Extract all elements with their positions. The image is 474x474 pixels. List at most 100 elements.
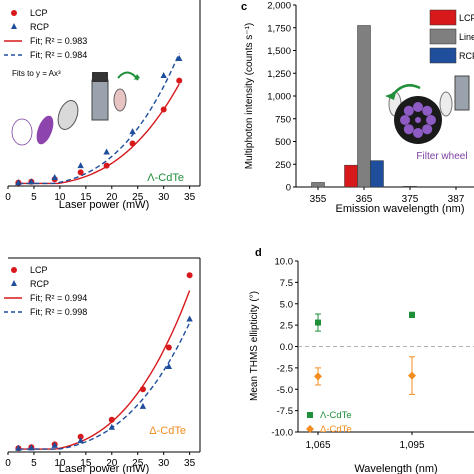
a-rcp-point: [15, 179, 22, 186]
filter-hole-icon: [403, 124, 414, 135]
panel-c-y-tick-label: 750: [275, 114, 291, 125]
panel-d-letter: d: [255, 247, 262, 259]
filter-hole-icon: [400, 115, 410, 125]
panel-c-legend: LCP Linear RCP: [429, 9, 474, 64]
panel-d-y-ticks: 10.0 7.5 5.0 2.5 0.0 -2.5 -5.0 -7.5 -10.0: [271, 257, 298, 439]
panel-b-annotation: Δ-CdTe: [149, 425, 186, 437]
panel-a-fit-curves: [18, 53, 180, 185]
panel-c-legend-label: RCP: [459, 51, 474, 61]
filter-hole-icon: [413, 102, 423, 112]
b-x-tick-label: 35: [184, 458, 196, 469]
b-rcp-point: [51, 441, 58, 448]
panel-c-x-label: Emission wavelength (nm): [336, 203, 465, 215]
panel-c-y-tick-label: 250: [275, 160, 291, 171]
panel-d-legend: Λ-CdTe Δ-CdTe: [306, 410, 352, 435]
panel-d-y-tick-label: 10.0: [275, 257, 294, 268]
panel-d-delta-point: [314, 372, 322, 381]
cuvette-icon: [91, 79, 109, 121]
b-lcp-point: [77, 433, 84, 440]
b-legend-label: Fit; R² = 0.994: [30, 293, 87, 303]
a-x-tick-label: 5: [31, 192, 37, 203]
panel-c-x-tick-label: 387: [448, 194, 465, 205]
panel-c-y-tick-label: 1,750: [267, 23, 291, 34]
filter-hole-icon: [422, 124, 433, 135]
filter-hole-icon: [422, 105, 433, 116]
a-rcp-point: [77, 162, 84, 169]
a-x-tick-label: 25: [132, 192, 144, 203]
panel-c-bar-linear: [311, 182, 325, 188]
filter-hole-icon: [426, 115, 436, 125]
panel-d-data-points: [314, 311, 416, 395]
b-rcp-point: [77, 437, 84, 444]
cuvette-icon-c: [454, 75, 470, 111]
panel-a: 0 5 10 15 20 25 30 35 Laser power (mW) Λ-CdTe L…: [4, 0, 201, 211]
b-lcp-point: [186, 272, 193, 279]
b-rcp-point: [28, 444, 35, 451]
panel-c-y-ticks: 0 250 500 750 1,000 1,250 1,500 1,750 2,000: [267, 1, 296, 194]
wheel-rotation-arrowhead-icon: [385, 92, 396, 100]
b-legend-rcp-marker: [11, 280, 17, 286]
b-x-tick-label: 15: [80, 458, 92, 469]
cuvette-cap-icon: [92, 72, 108, 82]
b-x-tick-label: 10: [54, 458, 66, 469]
panel-d: d 10.0 7.5 5.0 2.5 0.0 -2.5 -5.0 -7.5 -10.0 1,06…: [249, 247, 474, 474]
waveplate-disc-icon: [57, 100, 79, 130]
filter-hole-icon: [413, 128, 423, 138]
a-x-tick-label: 0: [5, 192, 11, 203]
b-lcp-point: [139, 386, 146, 393]
panel-b-fit-curves: [18, 290, 191, 450]
b-x-tick-label: 20: [106, 458, 118, 469]
panel-d-y-tick-label: -7.5: [277, 406, 293, 417]
b-lcp-point: [165, 344, 172, 351]
panel-d-lambda-point: [409, 311, 415, 318]
b-rcp-point: [108, 423, 115, 430]
b-legend-lcp-marker: [11, 267, 17, 273]
panel-d-y-tick-label: 0.0: [280, 342, 293, 353]
panel-c-bar-lcp: [344, 164, 358, 188]
b-x-tick-label: 25: [132, 458, 144, 469]
b-x-tick-label: 5: [31, 458, 37, 469]
a-fit-line: [18, 53, 180, 185]
panel-b-x-ticks: 0 5 10 15 20 25 30 35: [5, 452, 196, 469]
panel-a-x-label: Laser power (mW): [59, 199, 149, 211]
a-x-tick-label: 15: [80, 192, 92, 203]
filter-hub-icon: [415, 117, 421, 123]
a-rcp-point: [129, 128, 136, 135]
panel-b: 0 5 10 15 20 25 30 35 Laser power (mW) Δ-CdTe L…: [4, 257, 201, 474]
panel-d-legend-label: Δ-CdTe: [320, 424, 352, 435]
polarization-spiral-icon: [11, 118, 33, 146]
filter-hole-icon: [403, 105, 414, 116]
panel-a-data-points: [15, 55, 183, 186]
a-lcp-point: [160, 106, 167, 113]
a-rcp-point: [103, 148, 110, 155]
a-rcp-point: [51, 174, 58, 180]
a-legend-lcp-marker: [11, 10, 17, 16]
a-legend-label: Fit; R² = 0.983: [30, 36, 87, 46]
a-lcp-point: [77, 169, 84, 176]
panel-b-x-label: Laser power (mW): [59, 463, 149, 474]
a-rcp-point: [28, 178, 35, 185]
a-legend-label: RCP: [30, 22, 49, 32]
panel-c-legend-label: Linear: [459, 32, 474, 42]
panel-c-x-ticks: 355 365 375 387: [310, 187, 465, 205]
panel-c-legend-swatch: [429, 9, 457, 26]
panel-c-y-tick-label: 1,250: [267, 69, 291, 80]
a-lcp-point: [103, 162, 110, 169]
filter-wheel-illustration: Filter wheel: [385, 75, 470, 162]
a-lcp-point: [129, 140, 136, 147]
b-legend-label: RCP: [30, 279, 49, 289]
panel-d-y-label: Mean THMS ellipticity (°): [249, 291, 260, 401]
panel-d-legend-marker: [306, 425, 314, 433]
panel-c-y-tick-label: 0: [286, 183, 291, 194]
panel-d-y-tick-label: -10.0: [271, 428, 293, 439]
panel-c-y-tick-label: 1,000: [267, 92, 291, 103]
panel-c-y-tick-label: 2,000: [267, 1, 291, 12]
panel-a-fit-note: Fits to y = Ax³: [12, 69, 61, 78]
panel-a-x-ticks: 0 5 10 15 20 25 30 35: [5, 186, 196, 203]
panel-c-legend-swatch: [429, 47, 457, 64]
panel-a-legend: LCP RCP Fit; R² = 0.983 Fit; R² = 0.984: [4, 8, 87, 60]
panel-b-legend: LCP RCP Fit; R² = 0.994 Fit; R² = 0.998: [4, 265, 87, 317]
a-legend-label: Fit; R² = 0.984: [30, 50, 87, 60]
panel-a-annotation: Λ-CdTe: [147, 172, 184, 184]
